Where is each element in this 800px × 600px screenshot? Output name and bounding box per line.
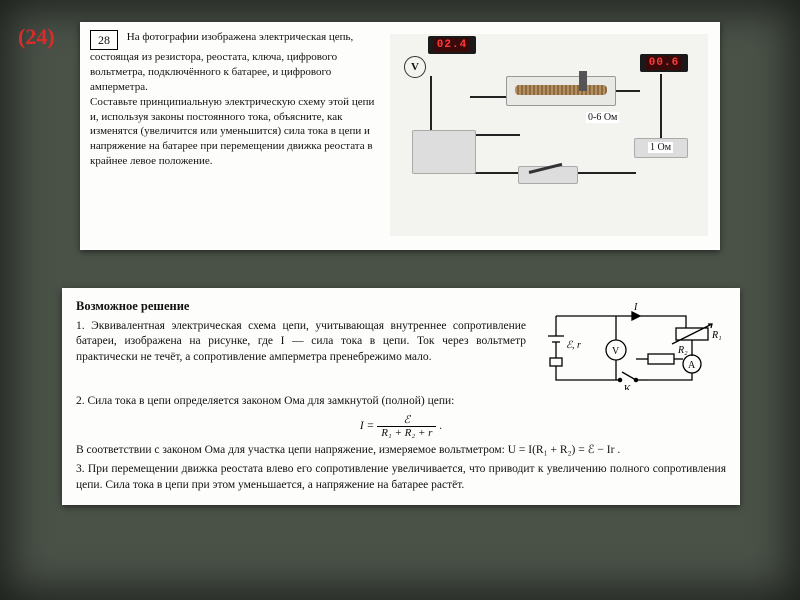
schematic-A-label: A <box>688 360 696 371</box>
battery-block <box>412 130 476 174</box>
circuit-photo: 02.4 V 00.6 0-6 Ом 1 Ом <box>390 34 708 236</box>
problem-text-column: 28 На фотографии изображена электри­ческ… <box>90 30 380 242</box>
resistor-label: 1 Ом <box>648 142 673 153</box>
voltmeter-reading: 02.4 <box>434 38 470 52</box>
voltmeter-symbol: V <box>404 56 426 78</box>
problem-card: 28 На фотографии изображена электри­ческ… <box>80 22 720 250</box>
schematic-I-label: I <box>633 302 638 313</box>
question-number: 28 <box>90 30 118 50</box>
handwritten-annotation: (24) <box>18 24 55 50</box>
wire <box>576 172 636 174</box>
wire <box>474 172 520 174</box>
problem-photo-column: 02.4 V 00.6 0-6 Ом 1 Ом <box>388 30 710 242</box>
schematic-R2-label: R₂ <box>677 345 688 356</box>
schematic-K-label: K <box>624 384 632 390</box>
ammeter-reading: 00.6 <box>646 56 682 70</box>
rheostat <box>506 76 616 106</box>
solution-p2-lead: 2. Сила тока в цепи определяется законом… <box>76 394 726 410</box>
switch-block <box>518 166 578 184</box>
solution-p1: 1. Эквивалентная электрическая схема цеп… <box>76 319 526 366</box>
solution-p2-tail: В соответствии с законом Ома для участка… <box>76 443 726 459</box>
wire <box>470 96 510 98</box>
schematic-emf-label: ℰ, r <box>566 340 581 351</box>
switch-lever <box>529 163 563 174</box>
solution-heading: Возможное решение <box>76 298 526 315</box>
solution-equation: I = ℰ R₁ + R₂ + r . <box>76 414 726 439</box>
solution-p3: 3. При перемещении движка реостата влево… <box>76 462 726 493</box>
problem-text: На фотографии изображена электри­ческая … <box>90 31 374 167</box>
wire <box>614 90 640 92</box>
schematic-R1-label: R₁ <box>711 330 722 341</box>
annotation-number: 24 <box>25 24 47 49</box>
rheostat-label: 0-6 Ом <box>586 112 619 123</box>
wire <box>430 76 432 136</box>
rheostat-slider <box>579 71 587 91</box>
ammeter-display: 00.6 <box>640 54 688 72</box>
voltmeter-display: 02.4 <box>428 36 476 54</box>
schematic-V-label: V <box>612 346 620 357</box>
wire <box>660 74 662 140</box>
solution-card: Возможное решение 1. Эквивалентная элект… <box>62 288 740 505</box>
circuit-schematic: I ℰ, r R₁ R₂ V A K <box>536 298 726 390</box>
